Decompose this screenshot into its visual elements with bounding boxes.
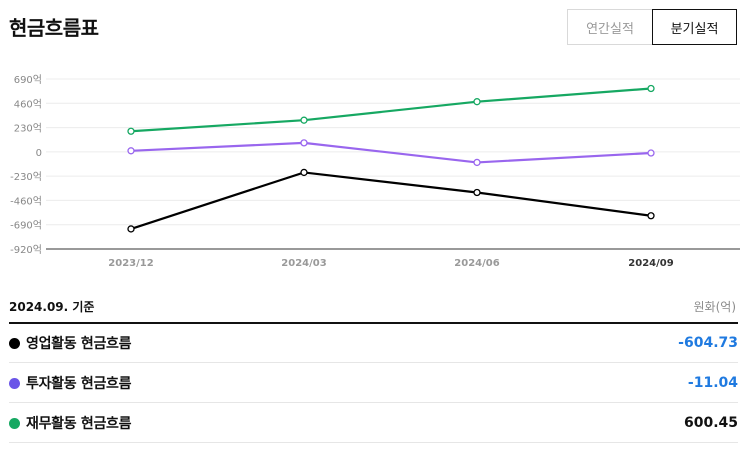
series-line-3 [130,87,652,133]
quarter-toggle-button[interactable]: 분기실적 [652,9,737,45]
series-2-point [300,139,308,147]
summary-label: 재무활동 현금흐름 [26,416,132,432]
y-tick-label: -230억 [10,171,42,183]
basis-date: 2024.09. 기준 [9,300,95,314]
series-2-point [127,147,135,155]
x-tick-label: 2024/06 [454,258,499,269]
series-3-point [473,98,481,106]
currency-unit: 원화(억) [693,300,736,314]
series-3-point [300,116,308,124]
summary-value: -604.73 [678,335,738,351]
y-tick-label: 230억 [14,123,42,135]
series-line-1 [130,171,652,230]
annual-toggle-button[interactable]: 연간실적 [567,9,652,45]
summary-row-investing: 투자활동 현금흐름 -11.04 [9,364,738,403]
summary-value: 600.45 [683,415,738,431]
summary-label: 영업활동 현금흐름 [26,336,132,352]
investing-dot-icon [9,377,20,389]
operating-dot-icon [9,337,20,349]
financing-dot-icon [9,417,20,429]
series-line-2 [130,141,652,164]
summary-row-financing: 재무활동 현금흐름 600.45 [9,404,738,443]
series-1-point [473,188,481,197]
summary-divider [9,322,738,324]
y-tick-label: 0 [36,148,42,159]
series-3-point [647,84,655,93]
x-tick-label: 2023/12 [108,258,153,269]
series-2-point [473,158,481,167]
series-1-point [647,212,655,220]
series-2-point [647,149,655,157]
y-tick-label: 690억 [14,74,42,86]
y-tick-label: 460억 [14,98,42,110]
summary-row-operating: 영업활동 현금흐름 -604.73 [9,324,738,363]
y-tick-label: -690억 [10,220,42,232]
y-tick-label: -460억 [10,195,42,207]
page-title: 현금흐름표 [9,16,99,40]
series-1-point [300,168,308,177]
summary-value: -11.04 [687,375,738,391]
cash-flow-chart: 690억 460억 230억 0 -230억 -460억 -690억 -920억 2023/12… [10,74,740,269]
x-tick-label: 2024/09 [628,258,673,269]
series-1-point [127,225,135,233]
x-tick-label: 2024/03 [281,258,326,269]
series-3-point [127,127,135,135]
summary-label: 투자활동 현금흐름 [26,376,132,392]
y-tick-label: -920억 [10,244,42,256]
